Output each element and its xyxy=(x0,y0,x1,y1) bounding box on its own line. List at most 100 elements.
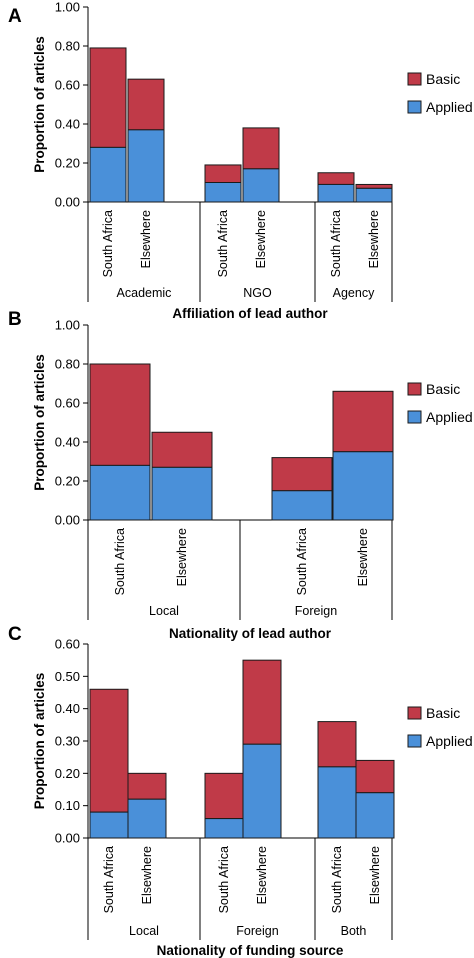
legend-label-basic: Basic xyxy=(426,381,460,397)
bar-basic xyxy=(127,78,165,131)
group-label: Agency xyxy=(333,286,375,300)
legend: Basic Applied xyxy=(407,71,473,115)
bar-applied xyxy=(332,451,394,521)
panel-a: A Proportion of articles 0.00 0.20 0.40 0.60 0… xyxy=(8,0,473,321)
group-label: Foreign xyxy=(295,604,337,618)
bar-basic xyxy=(127,772,167,800)
y-tick-label: 0.10 xyxy=(55,798,80,813)
bar-category-label: Elsewhere xyxy=(356,528,370,586)
bar-applied xyxy=(204,818,244,839)
y-tick-label: 0.40 xyxy=(55,117,80,132)
panel-letter: B xyxy=(8,309,22,330)
legend-label-applied: Applied xyxy=(426,409,473,425)
bar-category-label: Elsewhere xyxy=(175,528,189,586)
bar-category-label: Elsewhere xyxy=(139,210,153,268)
y-tick-label: 1.00 xyxy=(55,0,80,15)
bar-basic xyxy=(204,164,242,183)
bar-applied xyxy=(151,466,213,521)
bar-category-label: South Africa xyxy=(216,210,230,277)
y-tick-label: 0.80 xyxy=(55,357,80,372)
bar-basic xyxy=(242,127,280,170)
bar-category-label: South Africa xyxy=(102,846,116,913)
y-tick-label: 0.30 xyxy=(55,734,80,749)
bar-applied xyxy=(355,792,395,839)
y-tick-label: 0.20 xyxy=(55,474,80,489)
group-label: Local xyxy=(149,604,179,618)
y-tick-label: 0.60 xyxy=(55,637,80,652)
y-tick-label: 0.80 xyxy=(55,39,80,54)
y-tick-label: 0.40 xyxy=(55,701,80,716)
legend-swatch-applied xyxy=(407,100,422,114)
y-tick-label: 0.00 xyxy=(55,513,80,528)
y-tick-label: 1.00 xyxy=(55,318,80,333)
legend: Basic Applied xyxy=(407,381,473,425)
y-tick-label: 0.50 xyxy=(55,669,80,684)
bar-category-label: Elsewhere xyxy=(368,846,382,904)
group-label: Local xyxy=(129,924,159,938)
bar-category-label: South Africa xyxy=(329,210,343,277)
y-axis-title: Proportion of articles xyxy=(32,36,47,173)
group-label: Foreign xyxy=(236,924,278,938)
legend-swatch-basic xyxy=(407,382,422,396)
bar-applied xyxy=(242,168,280,203)
bar-applied xyxy=(127,129,165,203)
legend: Basic Applied xyxy=(407,705,473,749)
panel-b: B Proportion of articles 0.00 0.20 0.40 0.60 0… xyxy=(8,309,473,641)
y-tick-label: 0.60 xyxy=(55,396,80,411)
bar-basic xyxy=(317,172,355,185)
bar-basic xyxy=(89,688,129,813)
bar-applied xyxy=(242,743,282,839)
bar-basic xyxy=(332,390,394,453)
bar-applied xyxy=(89,464,151,521)
bar-basic xyxy=(89,47,127,148)
panel-letter: A xyxy=(8,6,22,27)
bar-applied xyxy=(271,490,333,521)
panel-c: C Proportion of articles 0.00 0.10 0.20 0.30 0… xyxy=(8,624,473,958)
x-axis-title: Nationality of funding source xyxy=(157,943,344,958)
y-tick-label: 0.00 xyxy=(55,195,80,210)
bar-basic xyxy=(89,363,151,466)
bar-applied xyxy=(204,182,242,203)
legend-label-basic: Basic xyxy=(426,71,460,87)
panel-letter: C xyxy=(8,624,22,645)
group-label: NGO xyxy=(243,286,272,300)
bar-basic xyxy=(355,759,395,794)
bar-basic xyxy=(204,772,244,820)
bar-basic xyxy=(355,183,393,189)
group-label: Academic xyxy=(117,286,172,300)
legend-swatch-applied xyxy=(407,734,422,748)
bar-applied xyxy=(89,811,129,839)
legend-swatch-basic xyxy=(407,706,422,720)
bar-category-label: Elsewhere xyxy=(255,846,269,904)
bar-basic xyxy=(271,457,333,492)
bar-category-label: South Africa xyxy=(330,846,344,913)
y-tick-label: 0.00 xyxy=(55,831,80,846)
bar-category-label: South Africa xyxy=(217,846,231,913)
legend-label-applied: Applied xyxy=(426,99,473,115)
y-tick-label: 0.20 xyxy=(55,766,80,781)
bar-applied xyxy=(355,187,393,203)
bar-applied xyxy=(127,798,167,839)
bar-category-label: South Africa xyxy=(101,210,115,277)
group-label: Both xyxy=(341,924,367,938)
y-tick-label: 0.20 xyxy=(55,156,80,171)
bar-category-label: Elsewhere xyxy=(140,846,154,904)
bar-category-label: Elsewhere xyxy=(367,210,381,268)
bar-category-label: South Africa xyxy=(295,528,309,595)
bar-applied xyxy=(317,183,355,203)
y-axis-title: Proportion of articles xyxy=(32,673,47,810)
bar-basic xyxy=(242,659,282,745)
bar-applied xyxy=(89,146,127,203)
x-axis-title: Nationality of lead author xyxy=(169,626,332,641)
bar-basic xyxy=(317,721,357,768)
legend-label-applied: Applied xyxy=(426,733,473,749)
y-tick-label: 0.60 xyxy=(55,78,80,93)
bar-category-label: Elsewhere xyxy=(254,210,268,268)
legend-swatch-basic xyxy=(407,72,422,86)
bar-category-label: South Africa xyxy=(113,528,127,595)
y-axis-title: Proportion of articles xyxy=(32,354,47,491)
legend-swatch-applied xyxy=(407,410,422,424)
legend-label-basic: Basic xyxy=(426,705,460,721)
y-tick-label: 0.40 xyxy=(55,435,80,450)
